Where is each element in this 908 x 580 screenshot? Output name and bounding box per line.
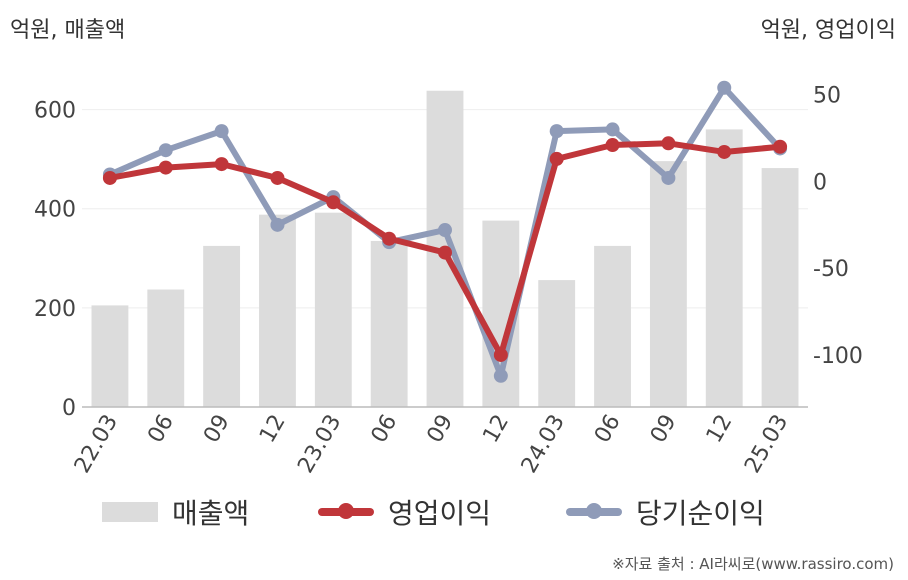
left-tick-label: 0 xyxy=(62,396,76,421)
bar-revenue xyxy=(594,245,631,407)
point-operating-profit xyxy=(102,170,117,185)
x-tick-label: 06 xyxy=(367,411,403,448)
bar-revenue xyxy=(705,129,743,407)
left-axis-unit: 억원, 매출액 xyxy=(10,18,126,43)
legend-item-net-income: 당기순이익 xyxy=(566,492,765,532)
point-operating-profit xyxy=(438,245,452,260)
point-net-income xyxy=(270,217,285,232)
point-net-income xyxy=(549,124,564,139)
x-tick-label: 09 xyxy=(199,411,235,448)
legend-label-net-income: 당기순이익 xyxy=(636,497,765,530)
bar-revenue xyxy=(91,305,129,407)
point-net-income xyxy=(717,80,732,95)
x-tick-label: 25.03 xyxy=(740,411,793,478)
legend-swatch-operating-profit xyxy=(318,503,374,519)
left-tick-label: 600 xyxy=(34,99,76,124)
left-tick-label: 400 xyxy=(34,198,76,223)
point-net-income xyxy=(605,122,620,137)
point-net-income xyxy=(158,143,173,158)
legend-label-operating-profit: 영업이익 xyxy=(388,497,492,530)
point-net-income xyxy=(493,368,508,383)
legend: 매출액 영업이익 당기순이익 xyxy=(0,492,908,536)
legend-item-revenue: 매출액 xyxy=(102,492,249,532)
bar-revenue xyxy=(370,240,408,407)
x-tick-label: 06 xyxy=(143,411,179,448)
x-tick-label: 09 xyxy=(423,411,459,448)
source-note: ※자료 출처 : AI라씨로(www.rassiro.com) xyxy=(612,555,894,573)
point-operating-profit xyxy=(661,136,676,151)
point-net-income xyxy=(438,223,452,238)
legend-swatch-revenue xyxy=(102,502,158,522)
point-operating-profit xyxy=(326,195,341,210)
x-tick-label: 06 xyxy=(590,411,626,448)
point-operating-profit xyxy=(773,139,788,154)
x-tick-label: 23.03 xyxy=(293,411,346,478)
right-tick-label: -50 xyxy=(813,257,849,282)
left-tick-label: 200 xyxy=(34,297,76,322)
point-operating-profit xyxy=(158,160,173,175)
x-tick-label: 12 xyxy=(478,411,514,448)
right-tick-label: 0 xyxy=(813,170,827,195)
right-tick-label: -100 xyxy=(813,344,863,369)
point-net-income xyxy=(214,124,229,139)
point-operating-profit xyxy=(605,138,620,153)
legend-item-operating-profit: 영업이익 xyxy=(318,492,491,532)
bar-revenue xyxy=(649,161,687,407)
point-operating-profit xyxy=(717,144,732,159)
point-operating-profit xyxy=(493,347,508,362)
point-net-income xyxy=(661,170,676,185)
x-tick-label: 12 xyxy=(255,411,291,448)
x-tick-label: 24.03 xyxy=(517,411,570,478)
x-tick-label: 12 xyxy=(702,411,738,448)
bar-revenue xyxy=(147,289,185,407)
x-tick-label: 09 xyxy=(646,411,682,448)
bar-revenue xyxy=(761,168,799,407)
right-axis-unit: 억원, 영업이익 xyxy=(760,18,896,43)
bar-revenue xyxy=(314,212,352,407)
bar-revenue xyxy=(538,280,576,407)
point-operating-profit xyxy=(549,151,564,166)
legend-swatch-net-income xyxy=(566,503,622,519)
legend-label-revenue: 매출액 xyxy=(172,497,250,530)
right-tick-label: 50 xyxy=(813,84,841,109)
point-operating-profit xyxy=(270,170,285,185)
point-operating-profit xyxy=(382,231,397,246)
bar-revenue xyxy=(259,214,296,407)
bar-revenue xyxy=(203,245,241,407)
point-operating-profit xyxy=(214,157,229,172)
x-tick-label: 22.03 xyxy=(70,411,123,478)
